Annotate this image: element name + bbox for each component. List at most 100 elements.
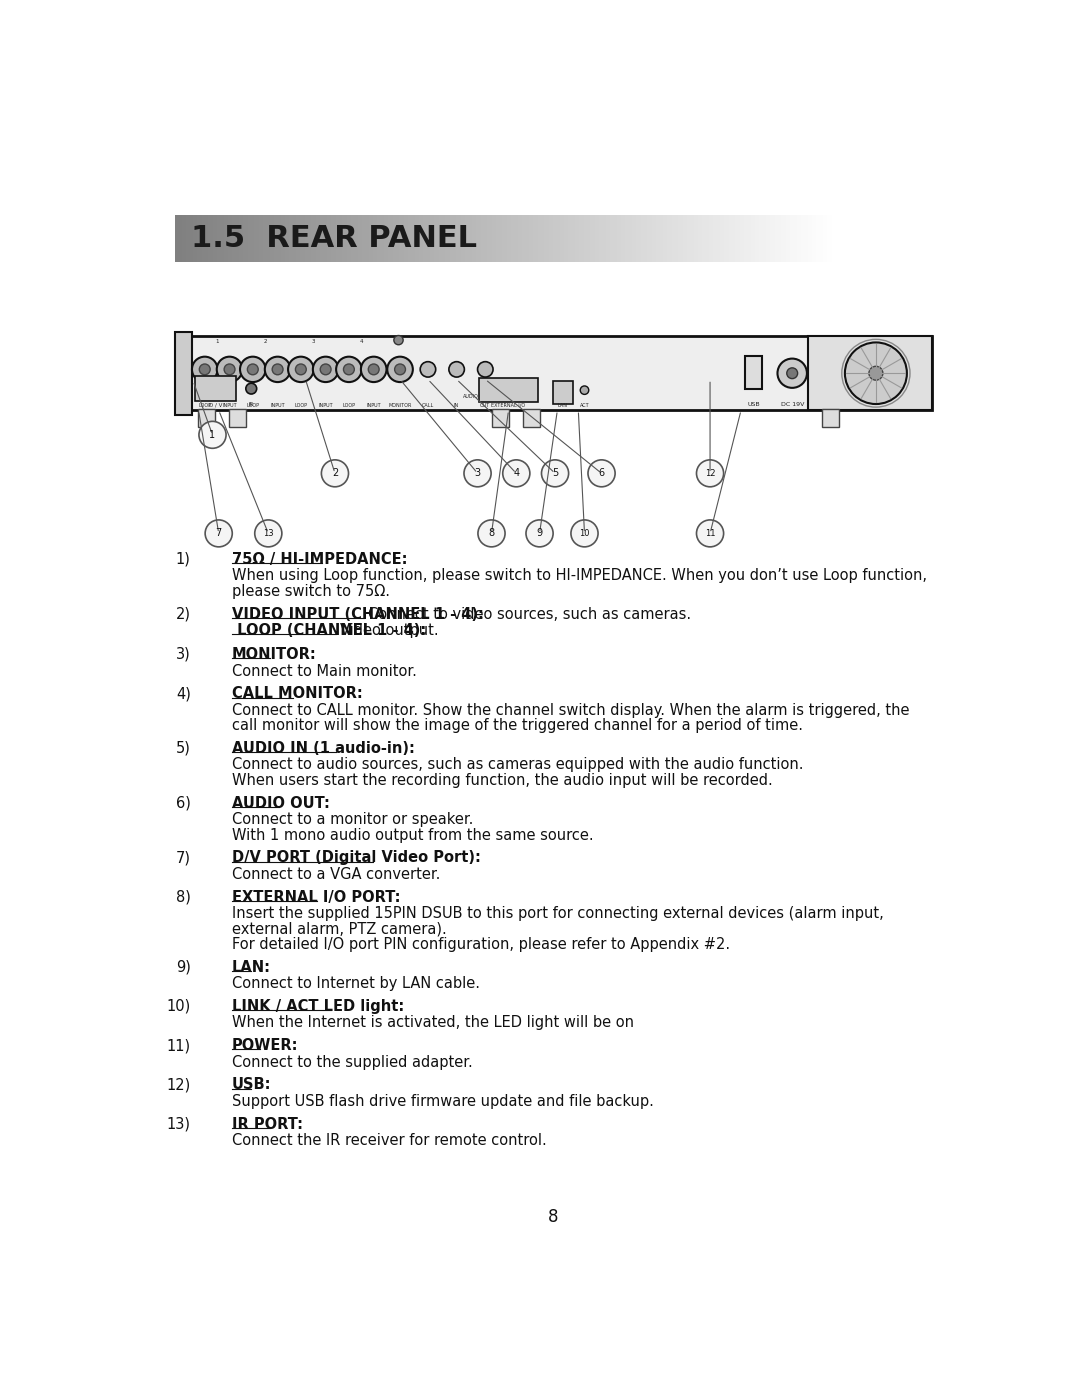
Bar (264, 215, 266, 261)
Bar (449, 215, 453, 261)
Text: LINK / ACT LED light:: LINK / ACT LED light: (232, 999, 404, 1014)
Bar (345, 215, 348, 261)
Bar (463, 215, 465, 261)
Bar (819, 215, 822, 261)
Bar (570, 215, 573, 261)
Bar (455, 215, 457, 261)
Bar (292, 215, 295, 261)
Bar (234, 215, 238, 261)
Bar (640, 215, 644, 261)
Text: 10: 10 (579, 529, 590, 538)
Circle shape (321, 365, 332, 374)
Bar (604, 215, 607, 261)
Bar (708, 215, 712, 261)
Bar (597, 215, 599, 261)
Bar (751, 215, 754, 261)
Bar (465, 215, 468, 261)
Bar (665, 215, 667, 261)
Bar (531, 215, 534, 261)
Bar (816, 215, 820, 261)
Bar (268, 215, 270, 261)
Bar (217, 215, 220, 261)
Bar (525, 215, 527, 261)
Circle shape (697, 520, 724, 546)
Bar (504, 215, 508, 261)
Bar (249, 215, 253, 261)
Bar (659, 215, 661, 261)
Bar (698, 215, 701, 261)
Text: Connect to video sources, such as cameras.: Connect to video sources, such as camera… (368, 606, 691, 622)
Bar (274, 215, 278, 261)
Circle shape (449, 362, 464, 377)
Bar (357, 215, 361, 261)
Bar (175, 331, 192, 415)
Bar (419, 215, 422, 261)
Bar (285, 215, 288, 261)
Bar (229, 409, 246, 427)
Bar (657, 215, 659, 261)
Circle shape (580, 386, 589, 394)
Text: LOOP: LOOP (342, 402, 355, 408)
Bar (652, 215, 654, 261)
Bar (368, 215, 372, 261)
Bar (761, 215, 765, 261)
Text: VIDEO INPUT (CHANNEL 1 - 4):: VIDEO INPUT (CHANNEL 1 - 4): (232, 606, 484, 622)
Bar (645, 215, 648, 261)
Bar (476, 215, 480, 261)
Bar (215, 215, 218, 261)
Text: Connect the IR receiver for remote control.: Connect the IR receiver for remote contr… (232, 1133, 546, 1148)
Circle shape (526, 520, 553, 546)
Bar (381, 215, 384, 261)
Bar (595, 215, 597, 261)
Text: CALL: CALL (422, 402, 434, 408)
Bar (383, 215, 387, 261)
Bar (266, 215, 268, 261)
Text: IR: IR (248, 402, 254, 407)
Bar (591, 215, 593, 261)
Circle shape (394, 365, 405, 374)
Bar (224, 215, 227, 261)
Bar (334, 215, 336, 261)
Bar (667, 215, 670, 261)
Text: USB:: USB: (232, 1077, 271, 1092)
Bar (654, 215, 657, 261)
Bar (715, 215, 718, 261)
Text: D / V: D / V (208, 402, 222, 407)
Bar (177, 215, 180, 261)
Bar (300, 215, 303, 261)
Circle shape (571, 520, 598, 546)
Circle shape (336, 356, 362, 383)
Bar (206, 215, 210, 261)
Bar (360, 215, 363, 261)
Bar (318, 215, 321, 261)
Bar (632, 215, 635, 261)
Bar (729, 215, 731, 261)
Bar (315, 215, 319, 261)
Bar (757, 215, 760, 261)
Text: LAN:: LAN: (232, 960, 271, 975)
Bar (781, 215, 784, 261)
Bar (735, 215, 739, 261)
Bar (829, 215, 833, 261)
Bar (801, 215, 805, 261)
Bar (459, 215, 461, 261)
Bar (634, 215, 637, 261)
Text: 11: 11 (705, 529, 715, 538)
Bar (727, 215, 729, 261)
Bar (733, 215, 735, 261)
Bar (208, 215, 212, 261)
Bar (281, 215, 284, 261)
Bar (581, 215, 584, 261)
Bar (832, 215, 835, 261)
Bar (711, 215, 714, 261)
Text: 1: 1 (210, 430, 216, 440)
Bar (691, 215, 694, 261)
Bar (700, 215, 703, 261)
Bar (509, 215, 512, 261)
Bar (687, 215, 690, 261)
Bar (784, 215, 786, 261)
Bar (485, 215, 488, 261)
Bar (400, 215, 402, 261)
Bar (577, 215, 580, 261)
Text: When the Internet is activated, the LED light will be on: When the Internet is activated, the LED … (232, 1016, 634, 1031)
